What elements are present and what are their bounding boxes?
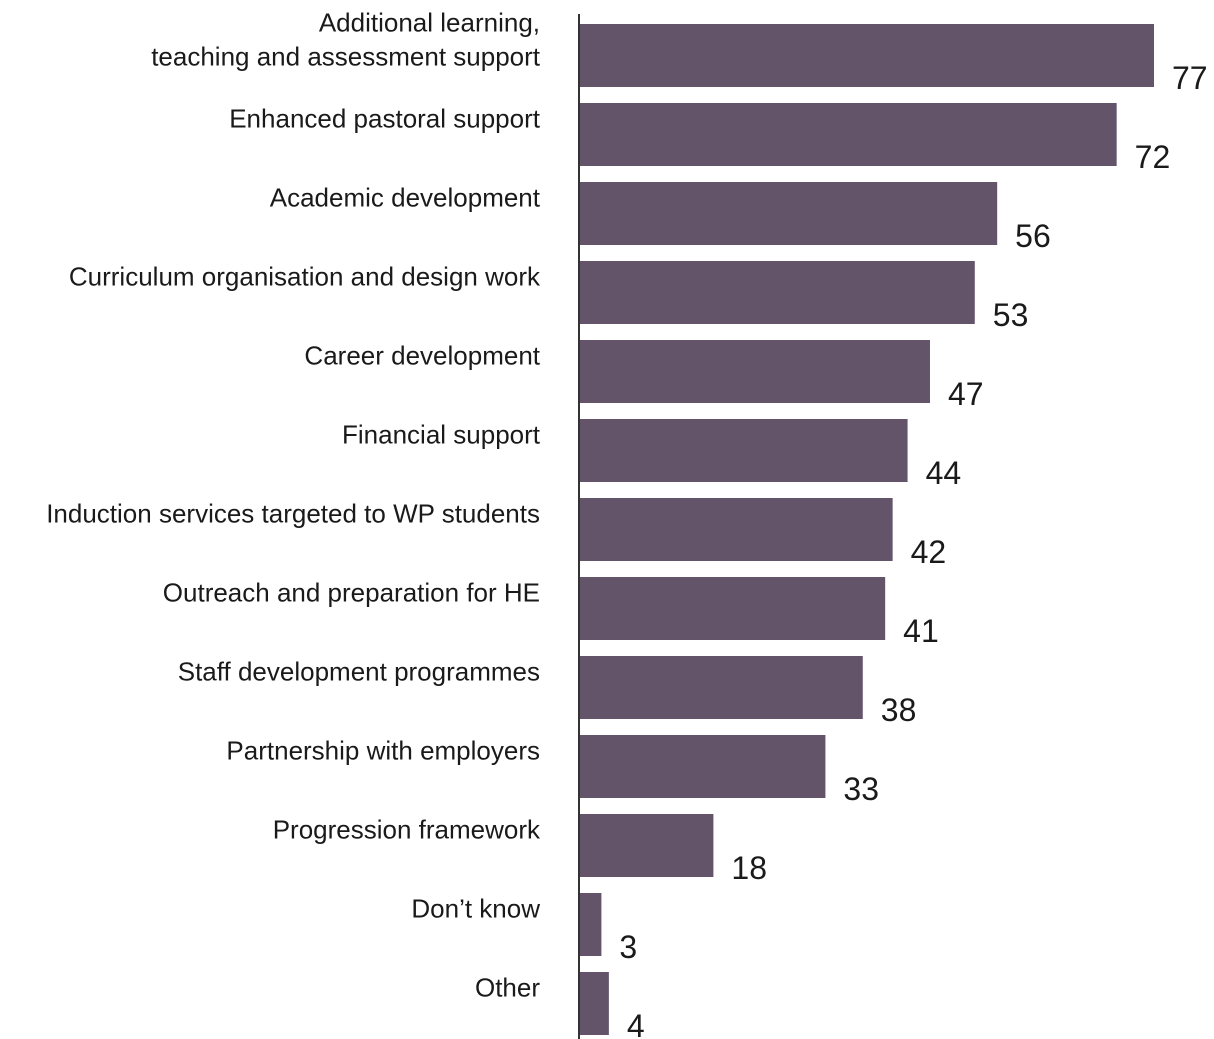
value-label: 33 xyxy=(843,771,879,807)
category-label-line: Don’t know xyxy=(411,894,540,924)
value-label: 18 xyxy=(731,850,767,886)
category-labels-group: Additional learning, teaching and assessm… xyxy=(46,8,541,1003)
category-label-line: Academic development xyxy=(270,183,541,213)
value-labels-group: 77 72 56 53 47 44 42 41 38 33 18 3 4 xyxy=(619,60,1207,1039)
category-label: Induction services targeted to WP studen… xyxy=(46,499,540,529)
category-label: Other xyxy=(475,973,540,1003)
bar xyxy=(579,103,1117,166)
bar xyxy=(579,340,930,403)
category-label: Curriculum organisation and design work xyxy=(69,262,541,292)
value-label: 44 xyxy=(926,455,962,491)
value-label: 47 xyxy=(948,376,984,412)
category-label-line: Financial support xyxy=(342,420,541,450)
category-label: Staff development programmes xyxy=(178,657,540,687)
category-label: Enhanced pastoral support xyxy=(229,104,541,134)
category-label-line: Career development xyxy=(304,341,540,371)
value-label: 77 xyxy=(1172,60,1208,96)
bar xyxy=(579,24,1154,87)
bar xyxy=(579,498,893,561)
category-label: Partnership with employers xyxy=(226,736,540,766)
category-label-line: Staff development programmes xyxy=(178,657,540,687)
value-label: 4 xyxy=(627,1008,645,1039)
category-label-line: Outreach and preparation for HE xyxy=(163,578,540,608)
value-label: 72 xyxy=(1135,139,1171,175)
category-label: Additional learning, teaching and assessm… xyxy=(151,8,541,72)
category-label-line: Progression framework xyxy=(273,815,541,845)
category-label: Don’t know xyxy=(411,894,540,924)
category-label-line: Induction services targeted to WP studen… xyxy=(46,499,540,529)
bars-group xyxy=(579,24,1154,1035)
category-label-line: Curriculum organisation and design work xyxy=(69,262,541,292)
category-label-line: teaching and assessment support xyxy=(151,42,541,72)
bar xyxy=(579,182,998,245)
category-label: Outreach and preparation for HE xyxy=(163,578,540,608)
category-label-line: Other xyxy=(475,973,540,1003)
category-label-line: Partnership with employers xyxy=(226,736,540,766)
bar xyxy=(579,814,714,877)
bar xyxy=(579,893,602,956)
bar xyxy=(579,577,886,640)
bar xyxy=(579,972,609,1035)
category-label: Financial support xyxy=(342,420,541,450)
category-label: Career development xyxy=(304,341,540,371)
value-label: 56 xyxy=(1015,218,1051,254)
category-label-line: Enhanced pastoral support xyxy=(229,104,541,134)
category-label: Academic development xyxy=(270,183,541,213)
bar xyxy=(579,261,975,324)
value-label: 3 xyxy=(619,929,637,965)
bar xyxy=(579,656,863,719)
value-label: 38 xyxy=(881,692,917,728)
bar xyxy=(579,419,908,482)
category-label-line: Additional learning, xyxy=(319,8,540,38)
bar xyxy=(579,735,826,798)
value-label: 41 xyxy=(903,613,939,649)
value-label: 53 xyxy=(993,297,1029,333)
category-label: Progression framework xyxy=(273,815,541,845)
value-label: 42 xyxy=(911,534,947,570)
